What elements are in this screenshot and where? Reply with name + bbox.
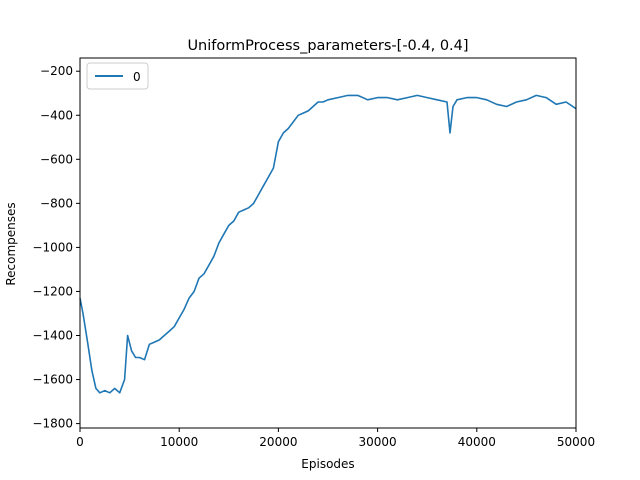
y-tick-label: −200 bbox=[40, 64, 73, 78]
x-axis-label: Episodes bbox=[301, 457, 354, 471]
x-tick-label: 40000 bbox=[458, 435, 496, 449]
x-tick-label: 50000 bbox=[557, 435, 595, 449]
y-tick-label: −800 bbox=[40, 196, 73, 210]
legend: 0 bbox=[86, 62, 149, 90]
y-tick-label: −600 bbox=[40, 152, 73, 166]
y-tick-label: −1200 bbox=[32, 284, 73, 298]
y-tick-label: −1000 bbox=[32, 240, 73, 254]
legend-label: 0 bbox=[133, 70, 141, 84]
y-axis-label: Recompenses bbox=[4, 202, 18, 285]
x-axis: 0 10000 20000 30000 40000 50000 bbox=[76, 428, 595, 449]
y-tick-label: −1600 bbox=[32, 373, 73, 387]
chart-title: UniformProcess_parameters-[-0.4, 0.4] bbox=[187, 38, 468, 54]
series-line bbox=[79, 94, 577, 394]
x-tick-label: 10000 bbox=[160, 435, 198, 449]
y-tick-label: −1800 bbox=[32, 417, 73, 431]
plot-frame bbox=[79, 57, 577, 429]
y-tick-label: −1400 bbox=[32, 329, 73, 343]
y-axis: −1800 −1600 −1400 −1200 −1000 −800 −600 −400 −20… bbox=[32, 64, 80, 431]
y-tick-label: −400 bbox=[40, 108, 73, 122]
x-tick-label: 0 bbox=[76, 435, 84, 449]
x-tick-label: 30000 bbox=[359, 435, 397, 449]
x-tick-label: 20000 bbox=[259, 435, 297, 449]
plot-area bbox=[79, 94, 577, 394]
